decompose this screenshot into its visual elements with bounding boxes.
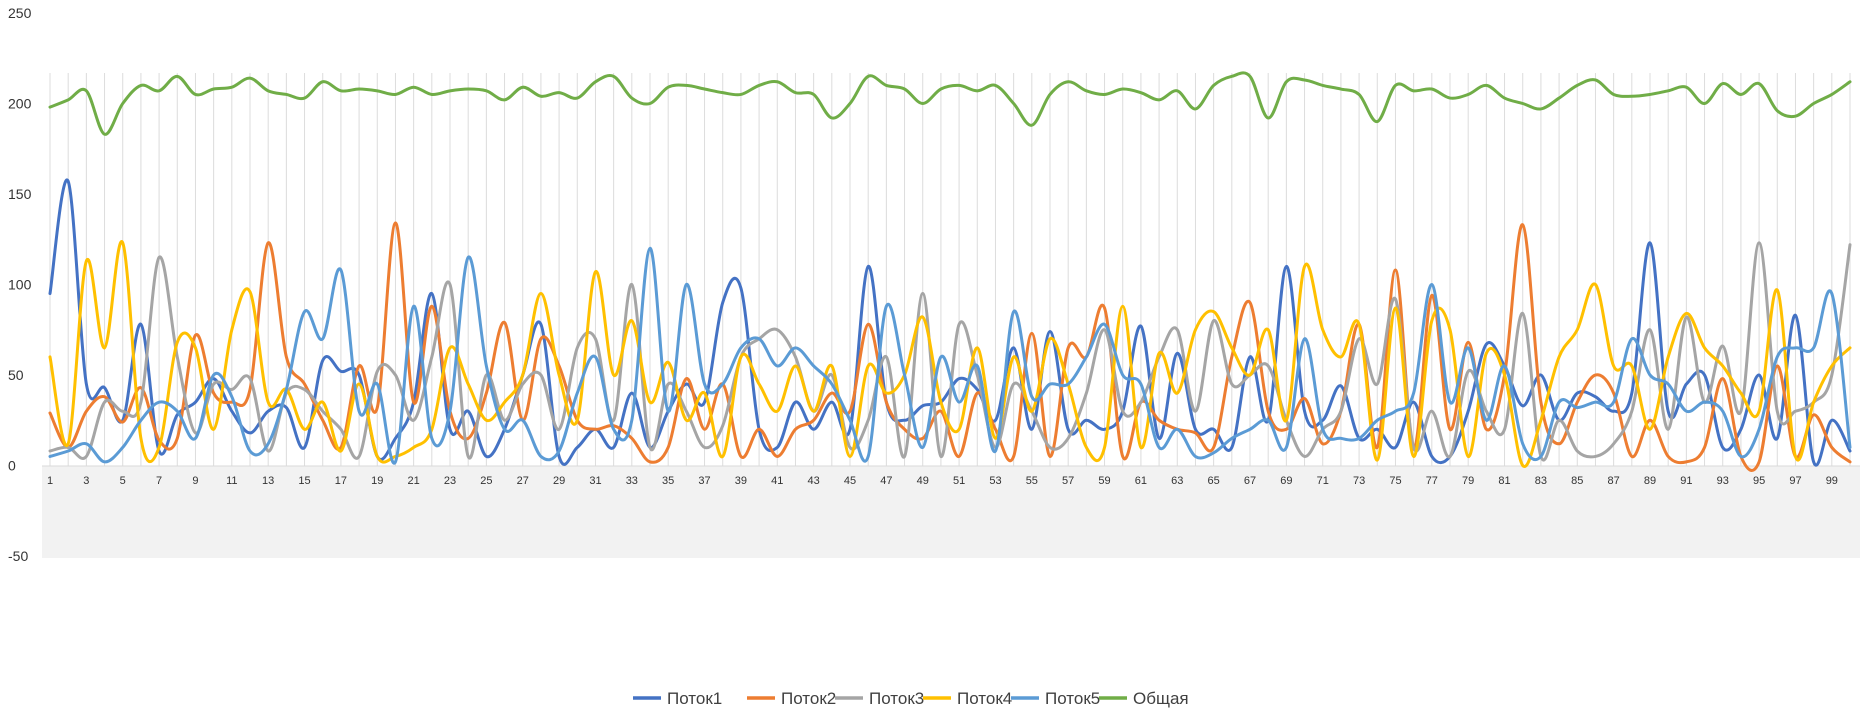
legend-label: Поток5	[1045, 689, 1100, 708]
x-tick-label: 47	[880, 475, 892, 487]
x-tick-label: 33	[626, 475, 638, 487]
x-tick-label: 49	[917, 475, 929, 487]
y-axis-ticks: -50 0 50 100 150 200 250	[8, 5, 32, 564]
y-tick-label: 100	[8, 277, 32, 293]
x-tick-label: 13	[262, 475, 274, 487]
x-tick-label: 43	[808, 475, 820, 487]
series-line-4	[48, 240, 1852, 468]
x-tick-label: 5	[120, 475, 126, 487]
x-tick-label: 11	[226, 475, 237, 487]
x-tick-label: 95	[1753, 475, 1765, 487]
x-tick-label: 91	[1680, 475, 1692, 487]
x-tick-label: 39	[735, 475, 747, 487]
x-tick-label: 79	[1462, 475, 1474, 487]
x-tick-label: 67	[1244, 475, 1256, 487]
series-line-6	[48, 71, 1852, 136]
lower-plot-band	[42, 466, 1860, 558]
y-tick-label: 200	[8, 96, 32, 112]
x-tick-label: 59	[1098, 475, 1110, 487]
legend-label: Поток4	[957, 689, 1012, 708]
x-tick-label: 73	[1353, 475, 1365, 487]
x-tick-label: 53	[989, 475, 1001, 487]
x-tick-label: 69	[1280, 475, 1292, 487]
legend: Поток1 Поток2 Поток3 Поток4 Поток5 Общая	[633, 689, 1189, 708]
x-tick-label: 99	[1826, 475, 1838, 487]
y-tick-label: 250	[8, 5, 32, 21]
x-tick-label: 55	[1026, 475, 1038, 487]
x-tick-label: 37	[698, 475, 710, 487]
x-tick-label: 83	[1535, 475, 1547, 487]
x-tick-label: 15	[298, 475, 310, 487]
x-tick-label: 29	[553, 475, 565, 487]
x-tick-label: 45	[844, 475, 856, 487]
x-tick-label: 89	[1644, 475, 1656, 487]
x-tick-label: 1	[47, 475, 53, 487]
series-line-2	[48, 221, 1852, 472]
x-tick-label: 71	[1317, 475, 1329, 487]
x-tick-label: 41	[771, 475, 783, 487]
x-tick-label: 65	[1208, 475, 1220, 487]
x-tick-label: 77	[1426, 475, 1438, 487]
x-tick-label: 97	[1789, 475, 1801, 487]
x-tick-label: 31	[589, 475, 601, 487]
legend-label: Общая	[1133, 689, 1189, 708]
x-tick-label: 17	[335, 475, 347, 487]
series-line-5	[48, 246, 1852, 465]
x-tick-label: 3	[83, 475, 89, 487]
y-tick-label: 150	[8, 186, 32, 202]
x-tick-label: 63	[1171, 475, 1183, 487]
x-tick-label: 7	[156, 475, 162, 487]
x-axis-ticks: 1 3 5 7 9 11 13 15 17 19 21 23 25 27 29 31 33 35 37 39 41 43 4…	[47, 475, 1838, 487]
x-tick-label: 75	[1389, 475, 1401, 487]
series-lines	[48, 71, 1852, 472]
legend-label: Поток1	[667, 689, 722, 708]
y-tick-label: 0	[8, 458, 16, 474]
x-tick-label: 23	[444, 475, 456, 487]
legend-label: Поток3	[869, 689, 924, 708]
x-tick-label: 25	[480, 475, 492, 487]
x-tick-label: 93	[1717, 475, 1729, 487]
y-tick-label: 50	[8, 367, 24, 383]
x-tick-label: 21	[408, 475, 420, 487]
x-tick-label: 27	[517, 475, 529, 487]
x-tick-label: 51	[953, 475, 965, 487]
x-tick-label: 57	[1062, 475, 1074, 487]
x-tick-label: 9	[192, 475, 198, 487]
x-tick-label: 61	[1135, 475, 1147, 487]
y-tick-label: -50	[8, 548, 28, 564]
x-tick-label: 35	[662, 475, 674, 487]
legend-label: Поток2	[781, 689, 836, 708]
x-tick-label: 87	[1608, 475, 1620, 487]
x-tick-label: 85	[1571, 475, 1583, 487]
x-tick-label: 19	[371, 475, 383, 487]
x-tick-label: 81	[1498, 475, 1510, 487]
